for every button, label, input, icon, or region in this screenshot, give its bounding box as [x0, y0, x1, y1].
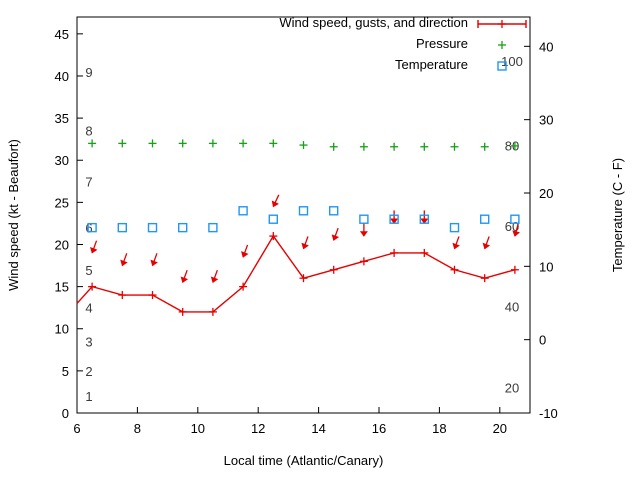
wind-direction-arrow [482, 236, 491, 250]
beaufort-label: 8 [85, 124, 92, 139]
wind-direction-arrow [210, 269, 219, 284]
x-tick-label: 18 [432, 421, 446, 436]
square-marker [147, 222, 158, 233]
wind-direction-arrow [331, 227, 340, 241]
beaufort-label: 7 [85, 174, 92, 189]
square-marker [87, 222, 97, 233]
wind-speed-line [76, 234, 516, 313]
wind-direction-arrow [512, 223, 520, 237]
beaufort-label: 1 [85, 389, 92, 404]
y2-axis-title: Temperature (C - F) [610, 158, 625, 272]
y-tick-label: 30 [55, 153, 69, 168]
y-tick-label: 35 [55, 111, 69, 126]
wind-direction-arrow [271, 194, 280, 208]
beaufort-label: 5 [85, 263, 92, 278]
square-marker [117, 222, 128, 233]
wind-direction-arrow [390, 210, 399, 225]
square-marker [329, 206, 339, 216]
legend-label: Pressure [416, 36, 468, 51]
beaufort-label: 3 [85, 334, 92, 349]
x-tick-label: 10 [191, 421, 205, 436]
x-tick-label: 16 [372, 421, 386, 436]
square-marker [177, 222, 188, 233]
square-marker [238, 206, 248, 216]
square-marker [359, 214, 369, 224]
square-marker [510, 214, 520, 224]
series-gusts-direction-arrows [90, 194, 520, 284]
fahrenheit-label: 20 [505, 380, 519, 395]
wind-direction-arrow [359, 223, 368, 237]
plot-frame [76, 16, 531, 414]
x-tick-label: 6 [73, 421, 80, 436]
y-tick-label: 0 [62, 406, 69, 421]
legend-label: Wind speed, gusts, and direction [279, 15, 468, 30]
x-axis-title: Local time (Atlantic/Canary) [224, 453, 384, 468]
y-tick-label: 5 [62, 364, 69, 379]
y-tick-label: 40 [55, 69, 69, 84]
wind-direction-arrow [180, 269, 189, 284]
y-tick-label: 15 [55, 280, 69, 295]
series-temperature [87, 206, 520, 233]
y-tick-label: 25 [55, 195, 69, 210]
beaufort-label: 9 [85, 65, 92, 80]
y-axis-title: Wind speed (kt - Beaufort) [6, 139, 21, 291]
wind-direction-arrow [241, 244, 249, 258]
wind-direction-arrow [90, 240, 98, 254]
y2-tick-label: -10 [539, 406, 558, 421]
series-pressure [88, 139, 519, 151]
beaufort-label: 6 [85, 221, 92, 236]
wind-direction-arrow [301, 236, 309, 250]
square-marker [419, 214, 429, 224]
x-tick-label: 20 [493, 421, 507, 436]
square-marker [389, 214, 399, 224]
beaufort-label: 4 [85, 301, 92, 316]
wind-direction-arrow [120, 253, 128, 267]
y-tick-label: 45 [55, 27, 69, 42]
x-tick-label: 8 [134, 421, 141, 436]
square-marker [268, 214, 278, 224]
data-layer [76, 139, 520, 316]
wind-direction-arrow [150, 253, 158, 267]
y2-tick-label: 0 [539, 333, 546, 348]
wind-direction-arrow [452, 236, 460, 250]
y2-tick-label: 10 [539, 259, 553, 274]
square-marker [298, 206, 309, 216]
legend: Wind speed, gusts, and direction Pressure… [279, 15, 527, 72]
y2-tick-label: 20 [539, 186, 553, 201]
y2-tick-label: 40 [539, 39, 553, 54]
fahrenheit-label: 40 [505, 300, 519, 315]
axis-titles: Local time (Atlantic/Canary) Wind speed (… [6, 139, 625, 468]
square-marker [449, 222, 460, 233]
square-marker [208, 222, 218, 233]
x-tick-label: 14 [311, 421, 325, 436]
y-tick-label: 10 [55, 322, 69, 337]
y2-tick-label: 30 [539, 113, 553, 128]
beaufort-label: 2 [85, 364, 92, 379]
legend-label: Temperature [395, 57, 468, 72]
square-marker [480, 214, 490, 224]
x-tick-label: 12 [251, 421, 265, 436]
y-tick-label: 20 [55, 237, 69, 252]
square-marker [497, 61, 507, 71]
wind-direction-arrow [420, 210, 429, 225]
series-wind-speed-gusts-and-direction [76, 232, 519, 316]
